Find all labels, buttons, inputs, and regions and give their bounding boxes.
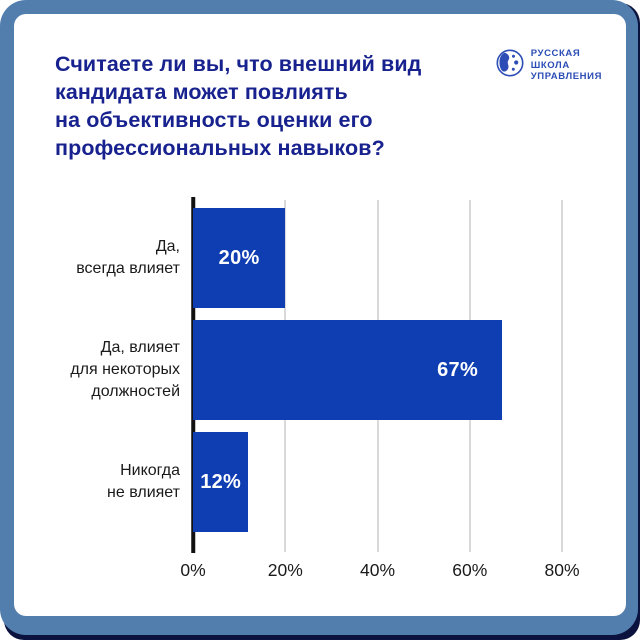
category-label: Да, всегда влияет <box>76 238 180 277</box>
plot-area: 20% 67% 12% <box>191 197 563 553</box>
bar: 20% <box>193 208 286 308</box>
category-label: Никогда не влияет <box>107 462 180 501</box>
survey-question-title: Считаете ли вы, что внешний вид кандидат… <box>55 52 422 160</box>
rsu-logo: РУССКАЯ ШКОЛА УПРАВЛЕНИЯ <box>496 48 602 83</box>
x-tick-label: 0% <box>180 560 206 580</box>
bar-value-label: 67% <box>437 358 479 381</box>
logo-wordmark: РУССКАЯ ШКОЛА УПРАВЛЕНИЯ <box>531 48 602 83</box>
x-tick-label: 80% <box>544 560 580 580</box>
category-label: Да, влияет для некоторых должностей <box>70 339 180 400</box>
x-axis-tick-labels: 0% 20% 40% 60% 80% <box>180 560 579 586</box>
x-tick-label: 20% <box>267 560 303 580</box>
bar-chart: Да, всегда влияет Да, влияет для некоторы… <box>14 197 626 616</box>
globe-icon <box>496 49 524 82</box>
bar-value-label: 20% <box>218 246 260 269</box>
bar-value-label: 12% <box>200 470 242 493</box>
category-labels-column: Да, всегда влияет Да, влияет для некоторы… <box>14 200 180 552</box>
gridline <box>561 200 563 552</box>
infographic-card: Считаете ли вы, что внешний вид кандидат… <box>14 14 626 616</box>
bar: 12% <box>193 432 249 532</box>
x-tick-label: 40% <box>359 560 396 580</box>
logo-line-3: УПРАВЛЕНИЯ <box>530 71 602 82</box>
logo-line-1: РУССКАЯ <box>530 48 581 59</box>
bar: 67% <box>193 320 503 420</box>
x-tick-label: 60% <box>452 560 488 580</box>
logo-line-2: ШКОЛА <box>530 59 570 71</box>
